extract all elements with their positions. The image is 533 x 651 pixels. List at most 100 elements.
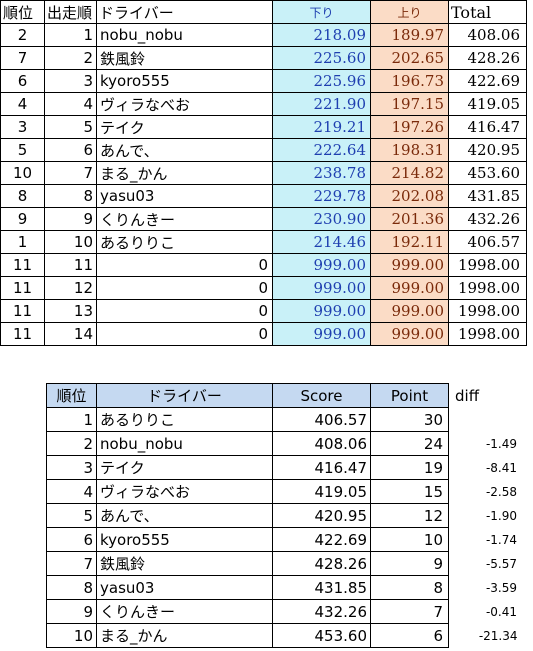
downhill-time-cell[interactable]: 221.90	[272, 92, 371, 116]
rank-cell[interactable]: 2	[0, 23, 45, 47]
total-time-cell[interactable]: 1998.00	[448, 322, 527, 346]
driver-cell[interactable]: nobu_nobu	[96, 23, 273, 47]
total-time-cell[interactable]: 408.06	[448, 23, 527, 47]
uphill-time-cell[interactable]: 202.65	[370, 46, 449, 70]
downhill-time-cell[interactable]: 229.78	[272, 184, 371, 208]
ranking-driver-header[interactable]: ドライバー	[96, 383, 273, 408]
start-order-cell[interactable]: 1	[44, 23, 97, 47]
point-cell[interactable]: 12	[370, 503, 449, 528]
rank-cell[interactable]: 6	[0, 69, 45, 93]
total-time-cell[interactable]: 453.60	[448, 161, 527, 185]
start-order-cell[interactable]: 3	[44, 69, 97, 93]
score-cell[interactable]: 416.47	[272, 455, 371, 480]
start-order-cell[interactable]: 9	[44, 207, 97, 231]
diff-cell[interactable]: -1.90	[485, 508, 517, 523]
ranking-driver-cell[interactable]: あんで、	[96, 503, 273, 528]
total-time-cell[interactable]: 416.47	[448, 115, 527, 139]
point-cell[interactable]: 30	[370, 407, 449, 432]
total-time-cell[interactable]: 1998.00	[448, 299, 527, 323]
rank-cell[interactable]: 5	[0, 138, 45, 162]
driver-cell[interactable]: 0	[96, 253, 273, 277]
downhill-time-cell[interactable]: 999.00	[272, 253, 371, 277]
total-time-cell[interactable]: 419.05	[448, 92, 527, 116]
diff-cell[interactable]: -2.58	[485, 484, 517, 499]
downhill-time-cell[interactable]: 999.00	[272, 322, 371, 346]
driver-cell[interactable]: kyoro555	[96, 69, 273, 93]
uphill-time-cell[interactable]: 999.00	[370, 253, 449, 277]
ranking-driver-cell[interactable]: 鉄風鈴	[96, 551, 273, 576]
start-order-cell[interactable]: 12	[44, 276, 97, 300]
total-time-cell[interactable]: 420.95	[448, 138, 527, 162]
start-order-cell[interactable]: 4	[44, 92, 97, 116]
rank-cell[interactable]: 11	[0, 276, 45, 300]
diff-cell[interactable]: -3.59	[485, 580, 517, 595]
ranking-rank-cell[interactable]: 2	[46, 431, 97, 456]
point-cell[interactable]: 7	[370, 599, 449, 624]
point-cell[interactable]: 6	[370, 623, 449, 648]
start-order-header[interactable]: 出走順	[44, 0, 97, 24]
ranking-rank-cell[interactable]: 9	[46, 599, 97, 624]
total-time-cell[interactable]: 406.57	[448, 230, 527, 254]
rank-cell[interactable]: 11	[0, 253, 45, 277]
ranking-rank-header[interactable]: 順位	[46, 383, 97, 408]
uphill-time-cell[interactable]: 189.97	[370, 23, 449, 47]
rank-cell[interactable]: 8	[0, 184, 45, 208]
diff-header[interactable]: diff	[448, 383, 532, 408]
downhill-time-cell[interactable]: 999.00	[272, 299, 371, 323]
score-cell[interactable]: 420.95	[272, 503, 371, 528]
total-time-cell[interactable]: 1998.00	[448, 276, 527, 300]
start-order-cell[interactable]: 13	[44, 299, 97, 323]
uphill-time-cell[interactable]: 999.00	[370, 299, 449, 323]
downhill-header[interactable]: 下り	[272, 0, 371, 24]
total-time-cell[interactable]: 431.85	[448, 184, 527, 208]
ranking-driver-cell[interactable]: ヴィラなべお	[96, 479, 273, 504]
driver-cell[interactable]: 0	[96, 299, 273, 323]
start-order-cell[interactable]: 7	[44, 161, 97, 185]
ranking-driver-cell[interactable]: yasu03	[96, 575, 273, 600]
ranking-driver-cell[interactable]: nobu_nobu	[96, 431, 273, 456]
start-order-cell[interactable]: 8	[44, 184, 97, 208]
total-time-cell[interactable]: 428.26	[448, 46, 527, 70]
diff-cell[interactable]: -1.49	[485, 436, 517, 451]
score-cell[interactable]: 422.69	[272, 527, 371, 552]
score-cell[interactable]: 428.26	[272, 551, 371, 576]
downhill-time-cell[interactable]: 225.60	[272, 46, 371, 70]
score-cell[interactable]: 453.60	[272, 623, 371, 648]
rank-cell[interactable]: 3	[0, 115, 45, 139]
uphill-time-cell[interactable]: 197.26	[370, 115, 449, 139]
start-order-cell[interactable]: 6	[44, 138, 97, 162]
ranking-driver-cell[interactable]: kyoro555	[96, 527, 273, 552]
total-time-cell[interactable]: 432.26	[448, 207, 527, 231]
driver-cell[interactable]: くりんきー	[96, 207, 273, 231]
driver-cell[interactable]: 0	[96, 276, 273, 300]
ranking-rank-cell[interactable]: 4	[46, 479, 97, 504]
point-cell[interactable]: 10	[370, 527, 449, 552]
diff-cell[interactable]: -5.57	[485, 556, 517, 571]
rank-cell[interactable]: 9	[0, 207, 45, 231]
rank-cell[interactable]: 1	[0, 230, 45, 254]
uphill-time-cell[interactable]: 201.36	[370, 207, 449, 231]
point-cell[interactable]: 8	[370, 575, 449, 600]
ranking-rank-cell[interactable]: 1	[46, 407, 97, 432]
driver-header[interactable]: ドライバー	[96, 0, 273, 24]
downhill-time-cell[interactable]: 225.96	[272, 69, 371, 93]
score-cell[interactable]: 406.57	[272, 407, 371, 432]
driver-cell[interactable]: 鉄風鈴	[96, 46, 273, 70]
total-time-cell[interactable]: 1998.00	[448, 253, 527, 277]
driver-cell[interactable]: テイク	[96, 115, 273, 139]
ranking-driver-cell[interactable]: くりんきー	[96, 599, 273, 624]
diff-cell[interactable]: -21.34	[478, 628, 518, 643]
start-order-cell[interactable]: 11	[44, 253, 97, 277]
rank-cell[interactable]: 11	[0, 299, 45, 323]
uphill-time-cell[interactable]: 192.11	[370, 230, 449, 254]
ranking-rank-cell[interactable]: 6	[46, 527, 97, 552]
driver-cell[interactable]: あるりりこ	[96, 230, 273, 254]
driver-cell[interactable]: 0	[96, 322, 273, 346]
start-order-cell[interactable]: 5	[44, 115, 97, 139]
downhill-time-cell[interactable]: 218.09	[272, 23, 371, 47]
point-cell[interactable]: 24	[370, 431, 449, 456]
uphill-time-cell[interactable]: 999.00	[370, 322, 449, 346]
rank-cell[interactable]: 11	[0, 322, 45, 346]
driver-cell[interactable]: あんで、	[96, 138, 273, 162]
driver-cell[interactable]: ヴィラなべお	[96, 92, 273, 116]
